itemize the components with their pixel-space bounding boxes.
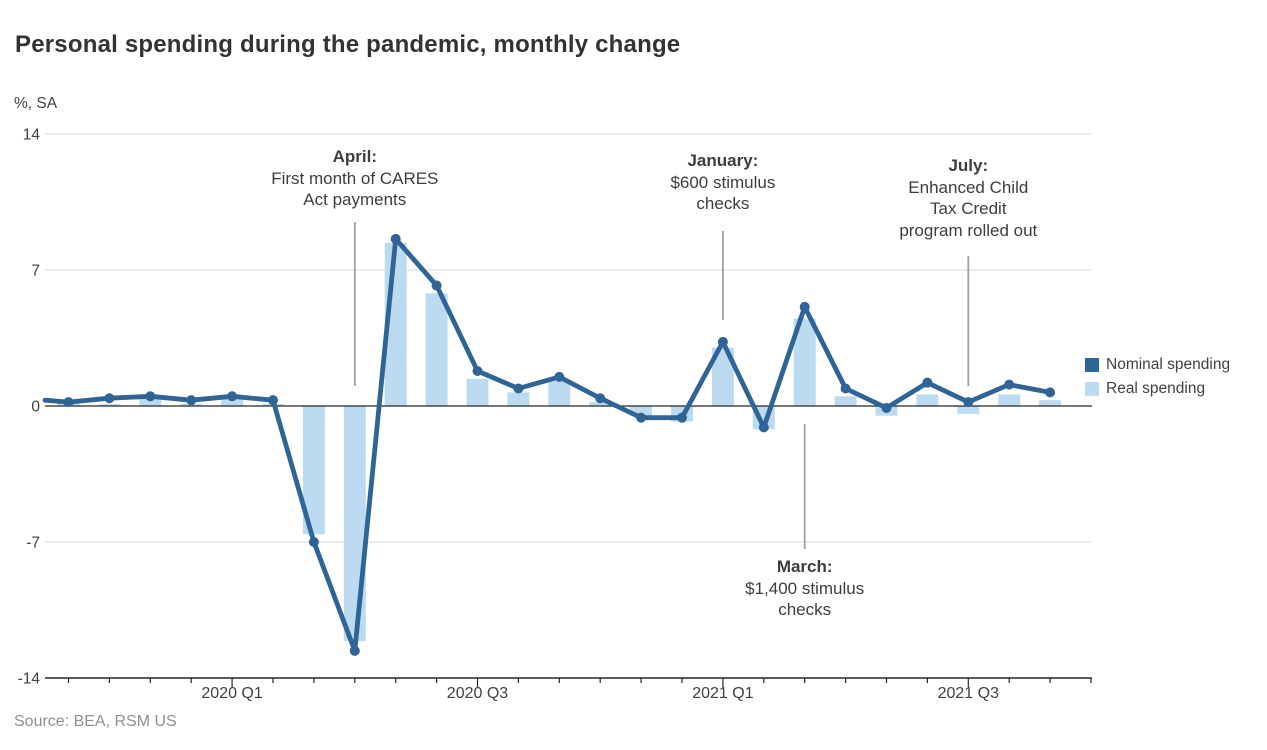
bar-real-spending [548, 380, 571, 406]
nominal-spending-marker [63, 397, 74, 408]
bar-real-spending [834, 396, 857, 406]
nominal-spending-marker [799, 301, 810, 312]
bar-real-spending [711, 347, 734, 406]
bar-real-spending [425, 293, 448, 406]
nominal-spending-marker [227, 391, 238, 402]
bar-real-spending [630, 406, 653, 416]
nominal-spending-marker [840, 383, 851, 394]
nominal-spending-marker [1045, 387, 1056, 398]
bar-real-spending [343, 406, 366, 642]
bar-real-spending [916, 394, 939, 406]
nominal-spending-marker [349, 645, 360, 656]
nominal-spending-marker [308, 537, 319, 548]
bar-real-spending [957, 406, 980, 414]
legend-item: Real spending [1085, 380, 1230, 398]
nominal-spending-marker [717, 336, 728, 347]
nominal-spending-marker [963, 397, 974, 408]
x-tick-label: 2020 Q1 [201, 685, 262, 702]
bar-real-spending [793, 318, 816, 406]
bar-real-spending [139, 398, 162, 406]
nominal-spending-marker [472, 366, 483, 377]
chart-legend: Nominal spending Real spending [1085, 356, 1230, 398]
legend-item: Nominal spending [1085, 356, 1230, 374]
bar-real-spending [998, 394, 1021, 406]
bar-real-spending [1039, 400, 1062, 406]
nominal-spending-marker [636, 412, 647, 423]
nominal-spending-marker [1004, 379, 1015, 390]
bar-real-spending [507, 392, 530, 406]
nominal-spending-marker [390, 233, 401, 244]
source-note: Source: BEA, RSM US [14, 713, 177, 730]
x-tick-label: 2021 Q3 [938, 685, 999, 702]
legend-label: Nominal spending [1106, 356, 1231, 373]
nominal-spending-marker [677, 412, 687, 423]
y-tick-label: 0 [31, 399, 40, 416]
chart-title: Personal spending during the pandemic, m… [15, 31, 681, 58]
nominal-spending-marker [595, 393, 606, 404]
legend-swatch-icon [1085, 358, 1099, 372]
nominal-spending-marker [554, 371, 565, 382]
bar-real-spending [221, 398, 244, 406]
y-tick-label: -7 [26, 535, 40, 552]
bar-real-spending [589, 402, 612, 406]
nominal-spending-marker [268, 395, 278, 406]
nominal-spending-marker [431, 280, 442, 291]
y-tick-label: -14 [18, 671, 41, 688]
legend-label: Real spending [1106, 380, 1206, 397]
nominal-spending-line [42, 236, 1053, 654]
nominal-spending-marker [186, 395, 197, 406]
x-tick-label: 2021 Q1 [692, 685, 753, 702]
nominal-spending-marker [758, 422, 769, 433]
x-tick-label: 2020 Q3 [447, 685, 508, 702]
nominal-spending-marker [145, 391, 156, 402]
y-axis-unit-label: %, SA [14, 95, 58, 112]
bar-real-spending [302, 406, 325, 535]
nominal-spending-marker [513, 383, 524, 394]
y-tick-label: 7 [31, 262, 40, 279]
nominal-spending-marker [881, 402, 892, 413]
y-tick-label: 14 [23, 126, 41, 143]
legend-swatch-icon [1085, 382, 1099, 396]
nominal-spending-marker [104, 393, 115, 404]
nominal-spending-marker [922, 377, 933, 388]
bar-real-spending [466, 378, 489, 406]
bar-real-spending [98, 404, 121, 406]
